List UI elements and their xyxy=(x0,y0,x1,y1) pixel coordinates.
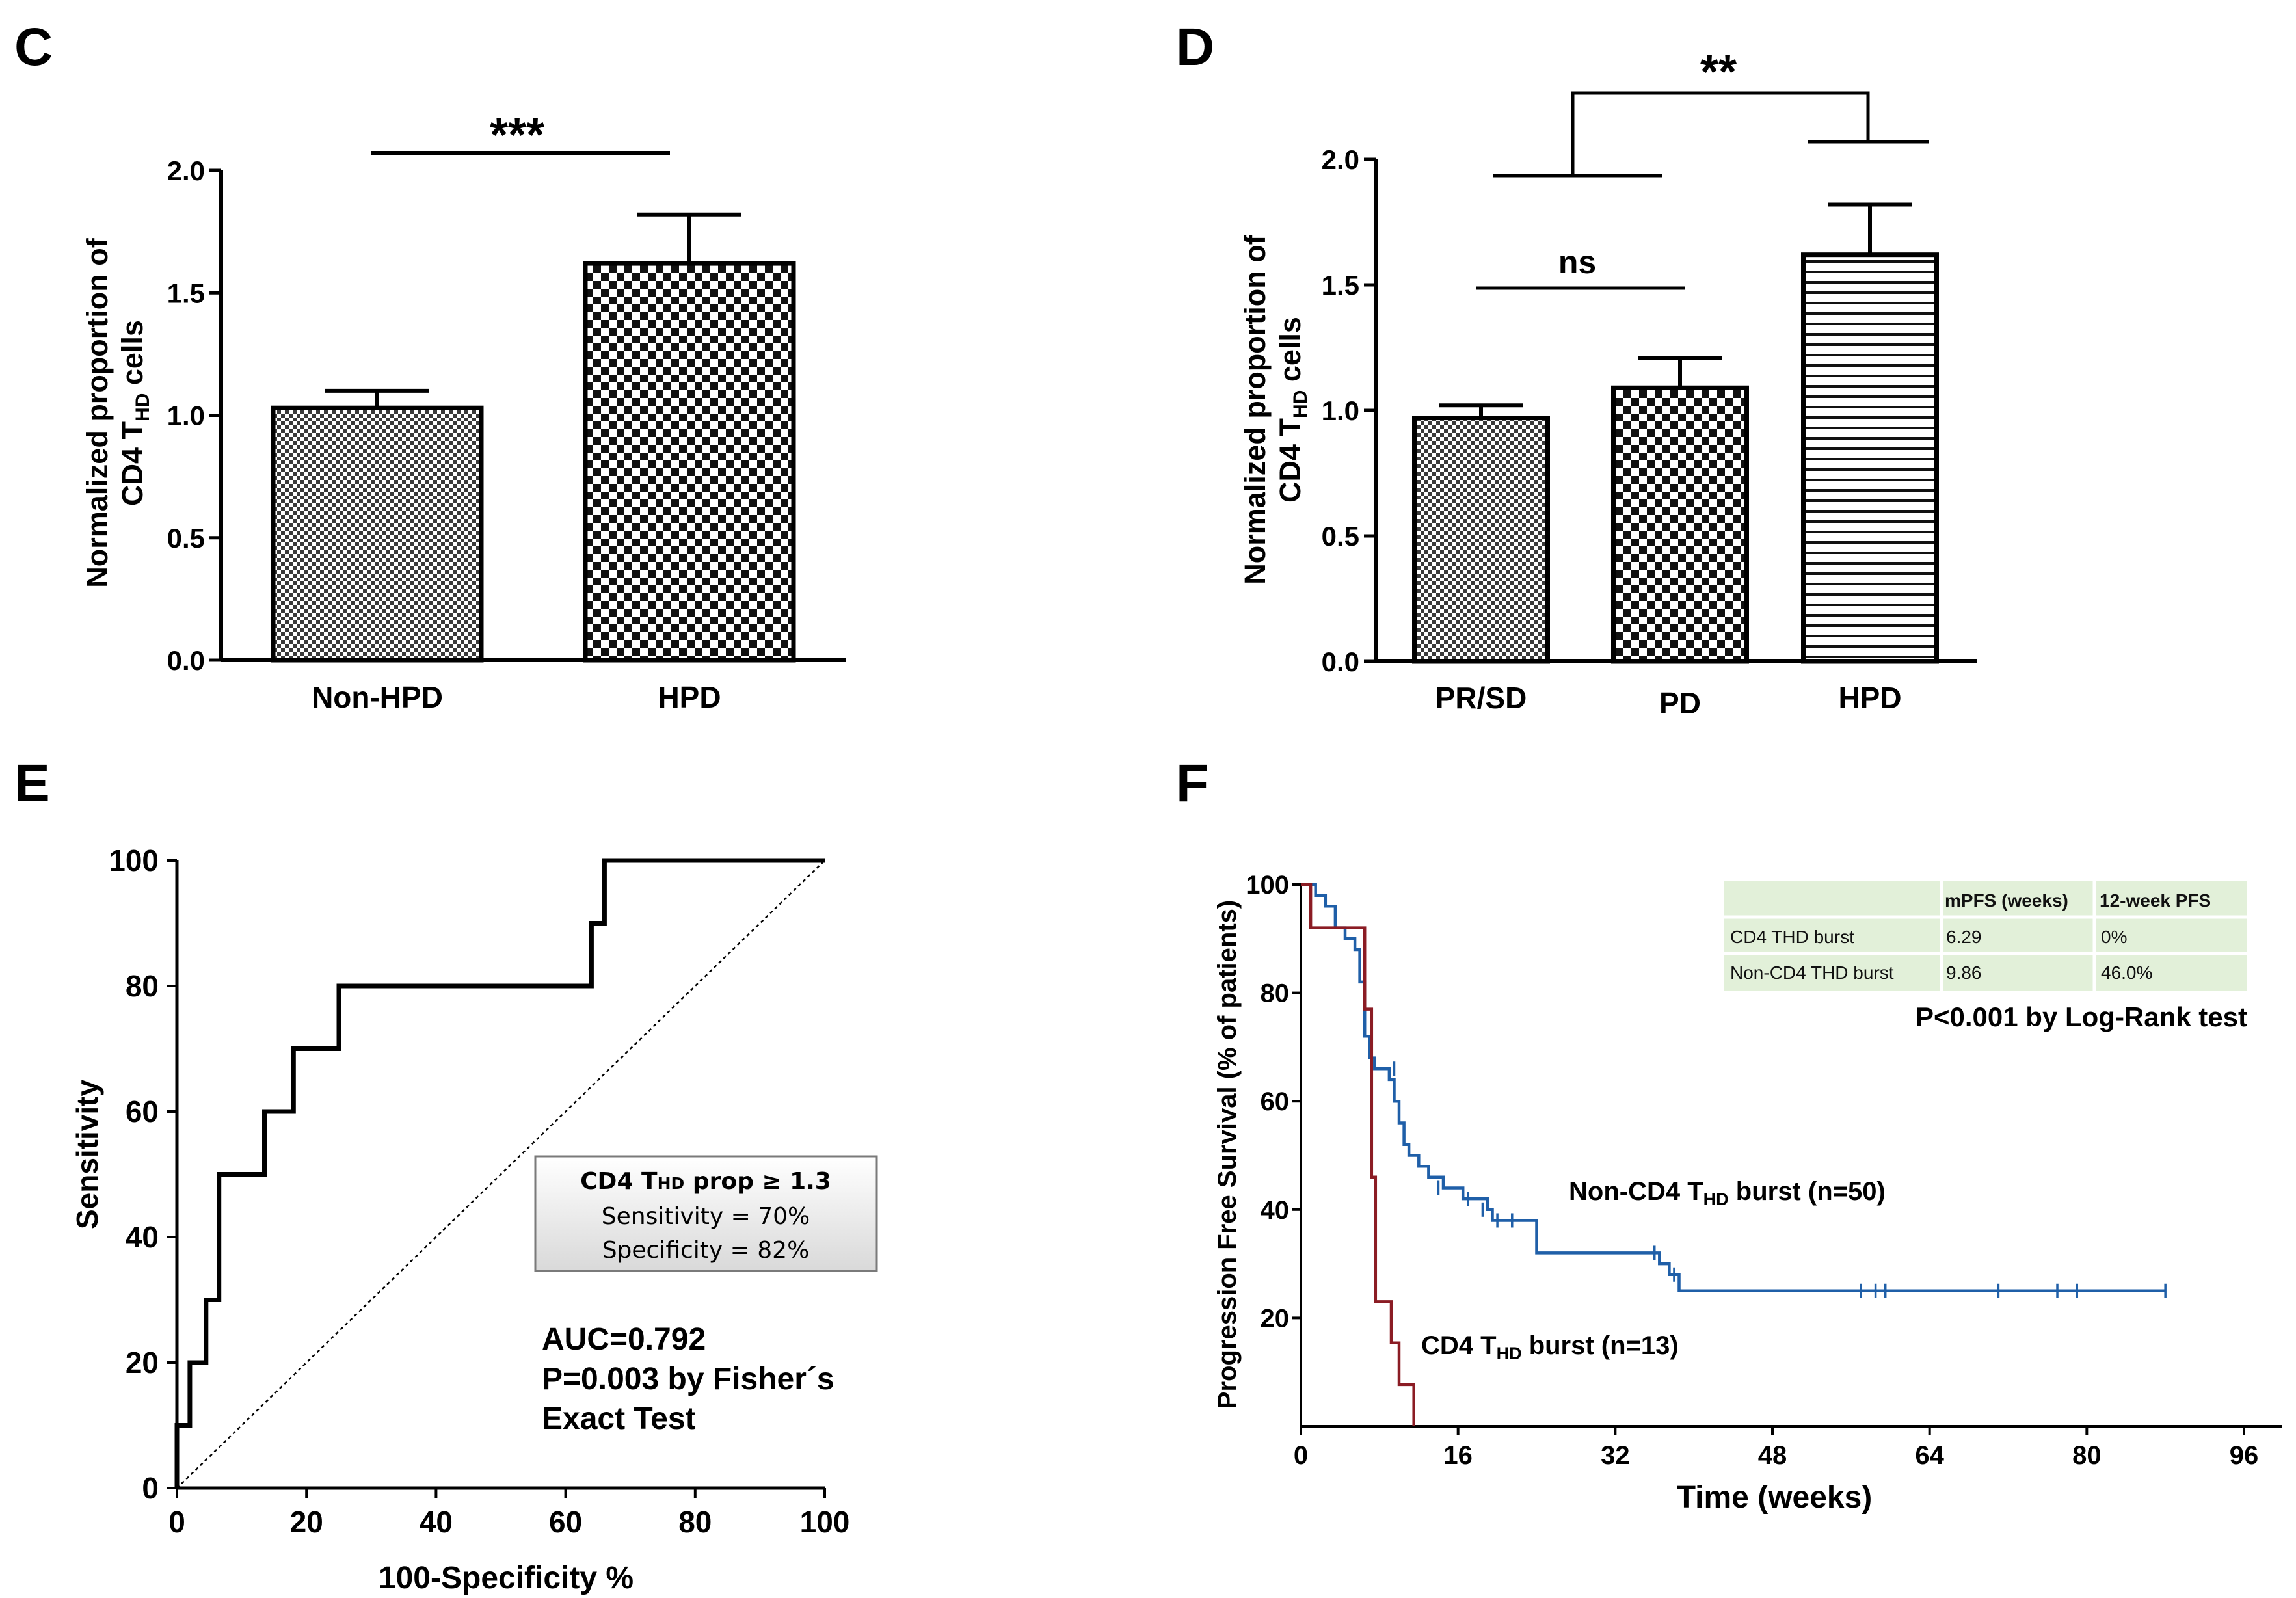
c-bar-non-hpd xyxy=(271,405,484,663)
panel-e-ytick-label: 80 xyxy=(126,969,159,1003)
panel-e-auc: AUC=0.792 xyxy=(542,1322,706,1357)
table-row-burst-mpfs: 6.29 xyxy=(1946,927,1982,947)
c-ytick-label: 1.5 xyxy=(167,278,205,308)
panel-f-xtick-label: 16 xyxy=(1443,1441,1473,1470)
table-row-burst-label: CD4 THD burst xyxy=(1730,927,1854,947)
panel-e-xtick-label: 60 xyxy=(549,1505,582,1539)
d-bar-pr-sd xyxy=(1412,416,1550,664)
panel-f-xtick-label: 64 xyxy=(1915,1441,1944,1470)
table-row-nonburst-label: Non-CD4 THD burst xyxy=(1730,963,1894,983)
panel-f-ytick-label: 20 xyxy=(1261,1304,1290,1333)
panel-f-xtick-label: 80 xyxy=(2072,1441,2102,1470)
d-bar-pd xyxy=(1611,385,1749,664)
panel-d-ylabel-line2: CD4 THD cells xyxy=(1274,317,1311,503)
panel-e-xtick-label: 100 xyxy=(800,1505,850,1539)
c-ytick-label: 1.0 xyxy=(167,401,205,431)
panel-f-xtick-label: 96 xyxy=(2230,1441,2259,1470)
panel-d-bars xyxy=(1412,202,1939,664)
panel-f-curve-nonburst xyxy=(1301,883,2166,1293)
panel-f: F Progression Free Survival (% of patien… xyxy=(1176,754,2282,1515)
panel-e-axes: 0 20 40 60 80 100 0 20 40 60 80 100 xyxy=(109,844,849,1539)
panel-f-xtick-label: 32 xyxy=(1601,1441,1630,1470)
panel-e-box-line2: Sensitivity = 70% xyxy=(602,1203,810,1230)
d-ytick-label: 2.0 xyxy=(1322,144,1359,175)
table-header-mpfs: mPFS (weeks) xyxy=(1945,890,2068,911)
panel-e-xtick-label: 80 xyxy=(678,1505,712,1539)
panel-c-ylabel-line1: Normalized proportion of xyxy=(81,237,114,587)
panel-c-significance: *** xyxy=(371,109,670,161)
c-ytick-label: 0.5 xyxy=(167,523,205,553)
panel-e-xtick-label: 20 xyxy=(290,1505,323,1539)
panel-e-reference-line xyxy=(176,860,825,1489)
panel-f-xtick-label: 48 xyxy=(1758,1441,1787,1470)
panel-f-ytick-label: 40 xyxy=(1261,1196,1290,1225)
panel-f-curve-burst xyxy=(1301,883,1415,1426)
panel-e-cutoff-box: CD4 THD prop ≥ 1.3 Sensitivity = 70% Spe… xyxy=(534,1155,878,1272)
panel-d-sig-ns-label: ns xyxy=(1558,244,1596,280)
panel-e-ytick-label: 100 xyxy=(109,844,159,877)
table-row-nonburst-mpfs: 9.86 xyxy=(1946,963,1982,983)
d-ytick-label: 0.5 xyxy=(1322,521,1359,552)
panel-e-box-line1: CD4 THD prop ≥ 1.3 xyxy=(580,1168,831,1195)
panel-f-ylabel: Progression Free Survival (% of patients… xyxy=(1213,900,1242,1409)
panel-e-xtick-label: 0 xyxy=(168,1505,185,1539)
d-ytick-label: 1.0 xyxy=(1322,395,1359,426)
table-header-12week: 12-week PFS xyxy=(2100,890,2211,911)
panel-d-label: D xyxy=(1176,18,1214,77)
panel-e-roc-curve xyxy=(174,858,825,1488)
panel-e-ytick-label: 20 xyxy=(126,1346,159,1379)
panel-f-ytick-label: 100 xyxy=(1246,871,1289,899)
c-x-label: HPD xyxy=(658,680,721,714)
d-ytick-label: 0.0 xyxy=(1322,646,1359,677)
panel-f-axes: 20 40 60 80 100 0 16 32 48 64 80 96 xyxy=(1246,871,2282,1470)
panel-f-label-burst: CD4 THD burst (n=13) xyxy=(1421,1331,1679,1363)
panel-e-ytick-label: 60 xyxy=(126,1095,159,1128)
panel-c-bars xyxy=(271,212,796,663)
panel-d-significance: ns ** xyxy=(1476,46,1929,290)
panel-c-ylabel: Normalized proportion of CD4 THD cells xyxy=(81,237,154,587)
panel-e: E Sensitivity 100-Specificity % 0 20 40 60 8… xyxy=(14,754,878,1595)
panel-d: D Normalized proportion of CD4 THD cells… xyxy=(1176,18,1977,720)
panel-f-xtick-label: 0 xyxy=(1294,1441,1308,1470)
d-x-label: PD xyxy=(1659,686,1701,720)
panel-e-ytick-label: 40 xyxy=(126,1220,159,1254)
panel-f-label-nonburst: Non-CD4 THD burst (n=50) xyxy=(1569,1177,1886,1209)
panel-f-ytick-label: 80 xyxy=(1261,979,1290,1008)
panel-d-sig-double-label: ** xyxy=(1700,46,1737,98)
panel-e-label: E xyxy=(14,754,50,813)
panel-c-x-axis: Non-HPD HPD xyxy=(312,680,721,714)
c-bar-hpd xyxy=(583,261,796,663)
panel-e-test: Exact Test xyxy=(542,1402,696,1436)
panel-f-label: F xyxy=(1176,754,1208,813)
panel-e-xlabel: 100-Specificity % xyxy=(379,1561,634,1595)
panel-d-x-axis: PR/SD PD HPD xyxy=(1435,681,1902,720)
d-ytick-label: 1.5 xyxy=(1322,270,1359,300)
panel-e-pvalue: P=0.003 by Fisher´s xyxy=(542,1362,834,1396)
d-x-label: HPD xyxy=(1838,681,1901,715)
panel-f-curves xyxy=(1301,883,2167,1426)
panel-d-ylabel-line1: Normalized proportion of xyxy=(1238,234,1272,584)
table-row-burst-12week: 0% xyxy=(2101,927,2127,947)
d-bar-hpd xyxy=(1801,252,1939,664)
panel-e-xtick-label: 40 xyxy=(420,1505,453,1539)
c-ytick-label: 0.0 xyxy=(167,645,205,676)
panel-f-summary-table: mPFS (weeks) 12-week PFS CD4 THD burst 6… xyxy=(1724,881,2247,991)
table-row-nonburst-12week: 46.0% xyxy=(2101,963,2152,983)
panel-e-box-line3: Specificity = 82% xyxy=(602,1237,810,1264)
panel-c: C Normalized proportion of CD4 THD cells… xyxy=(14,18,846,714)
panel-f-ytick-label: 60 xyxy=(1261,1087,1290,1116)
panel-f-xlabel: Time (weeks) xyxy=(1677,1480,1873,1515)
c-ytick-label: 2.0 xyxy=(167,155,205,186)
d-x-label: PR/SD xyxy=(1435,681,1527,715)
panel-f-test-label: P<0.001 by Log-Rank test xyxy=(1916,1002,2247,1032)
panel-c-label: C xyxy=(14,18,53,77)
panel-e-ytick-label: 0 xyxy=(142,1471,159,1505)
panel-d-ylabel: Normalized proportion of CD4 THD cells xyxy=(1238,234,1311,584)
panel-c-ylabel-line2: CD4 THD cells xyxy=(116,320,154,506)
panel-e-ylabel: Sensitivity xyxy=(70,1080,104,1230)
c-x-label: Non-HPD xyxy=(312,680,443,714)
panel-c-sig-label: *** xyxy=(490,109,544,161)
